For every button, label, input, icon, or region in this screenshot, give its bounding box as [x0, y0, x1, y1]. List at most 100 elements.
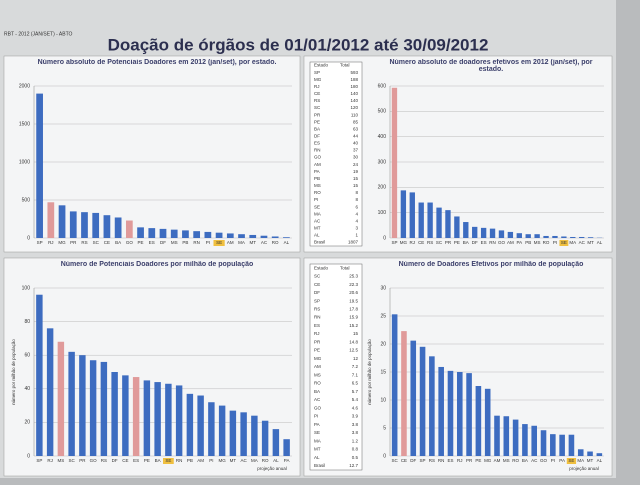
- bar: [526, 234, 531, 238]
- bar: [494, 416, 500, 456]
- table-state: BA: [314, 389, 320, 394]
- x-tick-label: ES: [447, 458, 453, 463]
- bar: [588, 237, 593, 238]
- table-value: 188: [350, 77, 358, 82]
- chart-title-box: Número de Potenciais Doadores por milhão…: [24, 261, 290, 291]
- bar: [104, 215, 111, 238]
- bar: [534, 234, 539, 238]
- x-tick-label: DF: [410, 458, 416, 463]
- x-tick-label: MT: [230, 458, 237, 463]
- bar: [216, 233, 223, 238]
- x-tick-label: AC: [240, 458, 247, 463]
- table-value: 63: [353, 126, 359, 131]
- bar: [579, 237, 584, 238]
- bar: [543, 236, 548, 238]
- bar: [36, 94, 43, 238]
- bar: [552, 236, 557, 238]
- table-state: RN: [314, 315, 321, 320]
- bar: [504, 416, 510, 456]
- table-state: MA: [314, 438, 321, 443]
- x-tick-label: AM: [507, 240, 514, 245]
- table-value: 17.8: [349, 307, 358, 312]
- x-tick-label: MS: [58, 458, 65, 463]
- bar: [230, 411, 236, 456]
- x-axis-label: projeção anual: [257, 466, 287, 471]
- table-state: RO: [314, 381, 321, 386]
- y-tick-label: 500: [378, 109, 387, 115]
- bar: [208, 402, 214, 456]
- bar: [410, 341, 416, 456]
- bar: [466, 373, 472, 456]
- y-tick-label: 0: [27, 235, 30, 241]
- bar: [401, 331, 407, 456]
- bar: [429, 356, 435, 456]
- table-state: GO: [314, 405, 322, 410]
- bar: [58, 342, 64, 456]
- table-state: PR: [314, 339, 321, 344]
- x-tick-label: BA: [522, 458, 528, 463]
- table-state: PA: [314, 169, 320, 174]
- x-tick-label: PR: [445, 240, 452, 245]
- y-tick-label: 15: [380, 369, 386, 375]
- table-value: 5.7: [352, 389, 359, 394]
- bar: [126, 221, 133, 238]
- x-tick-label: RS: [81, 240, 87, 245]
- bar: [392, 88, 397, 238]
- x-tick-label: RS: [101, 458, 107, 463]
- table-state: GO: [314, 155, 322, 160]
- table-value: 15: [353, 176, 359, 181]
- y-tick-label: 0: [383, 453, 386, 459]
- table-value: 14.8: [349, 339, 358, 344]
- y-tick-label: 1000: [19, 159, 30, 165]
- bar: [531, 426, 537, 456]
- bar: [154, 382, 160, 456]
- x-tick-label: CE: [401, 458, 407, 463]
- x-tick-label: ES: [133, 458, 139, 463]
- bar: [419, 203, 424, 238]
- bar: [463, 222, 468, 238]
- table-value: 37: [353, 148, 359, 153]
- y-tick-label: 20: [380, 341, 386, 347]
- bar: [148, 228, 155, 238]
- x-tick-label: GO: [540, 458, 548, 463]
- x-tick-label: RN: [176, 458, 183, 463]
- table-value: 3.8: [352, 422, 359, 427]
- bar: [448, 371, 454, 456]
- table-value: 140: [350, 98, 358, 103]
- bar: [570, 237, 575, 238]
- bar: [176, 385, 182, 456]
- y-tick-label: 400: [378, 134, 387, 140]
- x-tick-label: PI: [209, 458, 213, 463]
- bar: [182, 230, 189, 238]
- bar: [262, 421, 268, 456]
- x-tick-label: AC: [531, 458, 538, 463]
- bar: [490, 229, 495, 238]
- y-tick-label: 100: [22, 285, 31, 291]
- x-tick-label: RJ: [47, 458, 53, 463]
- x-tick-label: DF: [472, 240, 478, 245]
- table-state: ES: [314, 323, 320, 328]
- x-tick-label: RO: [512, 458, 519, 463]
- x-tick-label: AM: [494, 458, 501, 463]
- x-tick-label: MG: [58, 240, 66, 245]
- x-tick-label: MG: [219, 458, 227, 463]
- bar: [454, 216, 459, 238]
- table-value: 15.2: [349, 323, 358, 328]
- table-value: 3.9: [352, 414, 359, 419]
- table-value: 12.5: [349, 348, 358, 353]
- x-tick-label: PE: [144, 458, 150, 463]
- bar: [481, 228, 486, 238]
- y-tick-label: 0: [27, 453, 30, 459]
- table-state: ES: [314, 141, 320, 146]
- table-state: BA: [314, 126, 320, 131]
- table-state: SC: [314, 105, 321, 110]
- bar: [81, 212, 88, 238]
- x-tick-label: CE: [104, 240, 110, 245]
- x-tick-label: SP: [36, 458, 42, 463]
- bar: [249, 235, 256, 238]
- table-header: Estado: [314, 265, 329, 270]
- y-tick-label: 200: [378, 185, 387, 191]
- bar: [587, 452, 593, 456]
- x-tick-label: PB: [182, 240, 188, 245]
- x-tick-label: PA: [559, 458, 565, 463]
